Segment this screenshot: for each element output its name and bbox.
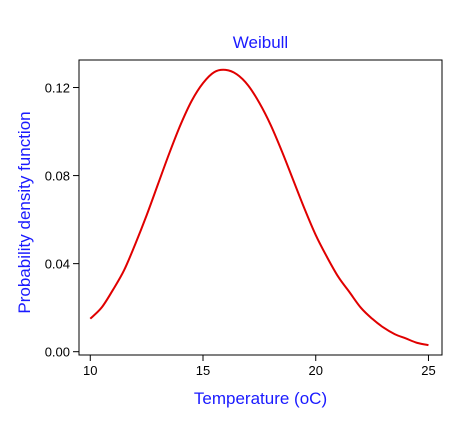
y-tick-label: 0.12 [45, 81, 70, 96]
y-axis-label: Probability density function [15, 111, 34, 313]
y-tick-label: 0.00 [45, 345, 70, 360]
plot-frame [78, 59, 443, 356]
x-tick-label: 15 [196, 363, 210, 378]
y-tick-label: 0.08 [45, 169, 70, 184]
y-axis: 0.00 0.04 0.08 0.12 [45, 81, 79, 360]
x-tick-label: 20 [309, 363, 323, 378]
y-tick-label: 0.04 [45, 257, 70, 272]
pdf-curve [89, 68, 429, 347]
x-tick-label: 10 [83, 363, 97, 378]
x-tick-label: 25 [421, 363, 435, 378]
x-axis-label: Temperature (oC) [194, 389, 327, 408]
chart-title: Weibull [233, 33, 288, 52]
x-axis: 10 15 20 25 [83, 355, 436, 378]
